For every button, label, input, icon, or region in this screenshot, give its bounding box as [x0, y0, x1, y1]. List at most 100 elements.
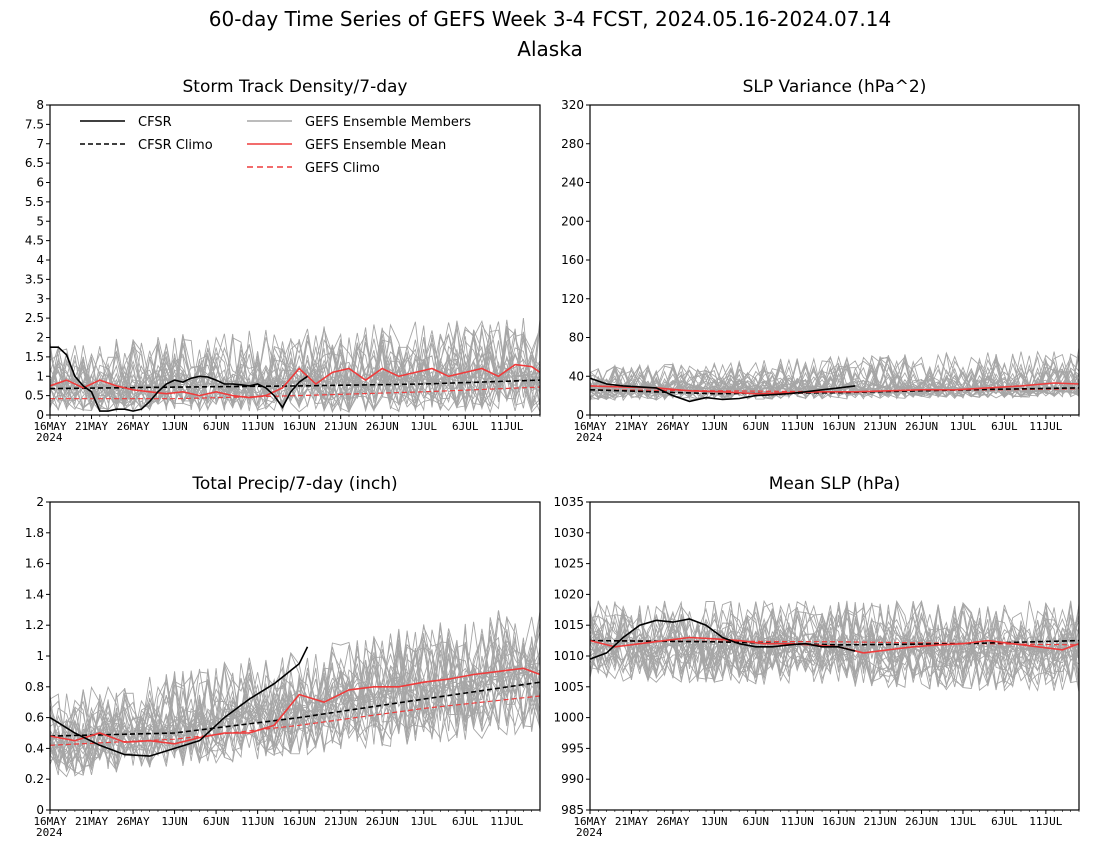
y-tick-label: 985 — [561, 803, 584, 817]
y-tick-label: 80 — [569, 331, 584, 345]
ensemble-member-line — [590, 601, 1079, 692]
ensemble-member-line — [50, 639, 540, 771]
y-tick-label: 1035 — [553, 495, 584, 509]
x-tick-label: 26JUN — [366, 420, 399, 433]
y-tick-label: 1020 — [553, 587, 584, 601]
y-tick-label: 200 — [561, 214, 584, 228]
ensemble-member-line — [50, 638, 540, 768]
y-tick-label: 120 — [561, 292, 584, 306]
x-tick-label: 1JUL — [950, 815, 977, 828]
y-tick-label: 2 — [36, 331, 44, 345]
y-tick-label: 0.4 — [25, 741, 44, 755]
x-tick-label: 1JUL — [410, 420, 437, 433]
x-tick-label: 26JUN — [905, 420, 938, 433]
ensemble-member-line — [50, 323, 540, 413]
ensemble-mean-line — [590, 382, 1079, 395]
cfsr-climo-line — [50, 681, 540, 737]
y-tick-label: 3.5 — [25, 272, 44, 286]
y-tick-label: 4 — [36, 253, 44, 267]
x-tick-label: 16JUN — [822, 815, 855, 828]
y-tick-label: 8 — [36, 98, 44, 112]
x-tick-label: 11JUL — [490, 420, 523, 433]
x-tick-label: 21JUN — [324, 815, 357, 828]
x-tick-label: 1JUN — [161, 815, 188, 828]
x-tick-label: 16MAY — [573, 815, 606, 828]
ensemble-member-line — [590, 601, 1079, 685]
y-tick-label: 995 — [561, 741, 584, 755]
x-tick-label: 11JUN — [781, 420, 814, 433]
x-year-label: 2024 — [576, 431, 603, 444]
legend: CFSR CFSR Climo GEFS Ensemble Members GEFS … — [80, 115, 471, 176]
panel-title: SLP Variance (hPa^2) — [743, 77, 927, 97]
cfsr-line — [590, 377, 856, 403]
panel-3: Total Precip/7-day (inch)00.20.40.60.811… — [25, 474, 541, 839]
cfsr-line — [50, 346, 308, 412]
legend-label-cfsr-climo: CFSR Climo — [138, 138, 213, 153]
y-tick-label: 4.5 — [25, 234, 44, 248]
legend-label-gefs-climo: GEFS Climo — [305, 161, 380, 176]
y-tick-label: 1 — [36, 369, 44, 383]
y-tick-label: 1.4 — [25, 587, 44, 601]
x-tick-label: 6JUN — [743, 420, 770, 433]
x-tick-label: 6JUN — [203, 420, 230, 433]
ensemble-member-line — [590, 600, 1079, 687]
ensemble-member-line — [590, 600, 1079, 693]
y-tick-label: 6.5 — [25, 156, 44, 170]
y-tick-label: 1.2 — [25, 618, 44, 632]
plot-area — [50, 610, 540, 778]
x-tick-label: 6JUL — [452, 815, 479, 828]
y-tick-label: 990 — [561, 772, 584, 786]
panel-2: SLP Variance (hPa^2) 0 40 80 120 160 200 240 280… — [561, 77, 1080, 444]
x-tick-label: 16MAY — [33, 815, 66, 828]
cfsr-climo-line — [50, 379, 540, 390]
cfsr-climo-line — [590, 387, 1079, 395]
ensemble-member-line — [50, 621, 540, 768]
cfsr-line — [590, 618, 856, 660]
ensemble-member-line — [50, 616, 540, 765]
x-tick-label: 26MAY — [656, 420, 689, 433]
x-tick-label: 6JUL — [991, 420, 1018, 433]
x-tick-label: 26MAY — [116, 815, 149, 828]
y-tick-label: 0.8 — [25, 680, 44, 694]
x-tick-label: 21MAY — [615, 815, 648, 828]
ensemble-member-line — [590, 356, 1079, 400]
x-year-label: 2024 — [36, 431, 63, 444]
x-tick-label: 16JUN — [822, 420, 855, 433]
ensemble-member-line — [590, 347, 1079, 400]
plot-area — [590, 347, 1079, 403]
x-tick-label: 21MAY — [615, 420, 648, 433]
y-tick-label: 5 — [36, 214, 44, 228]
x-tick-label: 11JUL — [1029, 815, 1062, 828]
plot-area — [590, 599, 1079, 693]
x-tick-label: 6JUN — [743, 815, 770, 828]
y-tick-label: 320 — [561, 98, 584, 112]
x-tick-label: 1JUN — [701, 815, 728, 828]
gefs-climo-line — [50, 386, 540, 400]
y-tick-label: 7.5 — [25, 117, 44, 131]
ensemble-mean-line — [50, 363, 540, 399]
y-tick-label: 1005 — [553, 680, 584, 694]
x-tick-label: 6JUN — [203, 815, 230, 828]
ensemble-mean-line — [50, 667, 540, 745]
ensemble-member-line — [590, 600, 1079, 684]
y-tick-label: 7 — [36, 137, 44, 151]
x-tick-label: 6JUL — [991, 815, 1018, 828]
x-tick-label: 26JUN — [366, 815, 399, 828]
panel-title: Storm Track Density/7-day — [183, 77, 408, 97]
y-tick-label: 1.6 — [25, 557, 44, 571]
y-tick-label: 280 — [561, 137, 584, 151]
ensemble-member-line — [50, 628, 540, 773]
ensemble-member-line — [50, 324, 540, 412]
x-tick-label: 16JUN — [283, 420, 316, 433]
figure-subtitle: Alaska — [517, 37, 582, 61]
y-tick-label: 0.6 — [25, 711, 44, 725]
y-tick-label: 5.5 — [25, 195, 44, 209]
y-tick-label: 1.5 — [25, 350, 44, 364]
y-tick-label: 0.5 — [25, 389, 44, 403]
x-tick-label: 16JUN — [283, 815, 316, 828]
ensemble-member-line — [50, 610, 540, 752]
panel-title: Total Precip/7-day (inch) — [191, 474, 397, 494]
x-tick-label: 11JUL — [490, 815, 523, 828]
x-tick-label: 21JUN — [864, 420, 897, 433]
